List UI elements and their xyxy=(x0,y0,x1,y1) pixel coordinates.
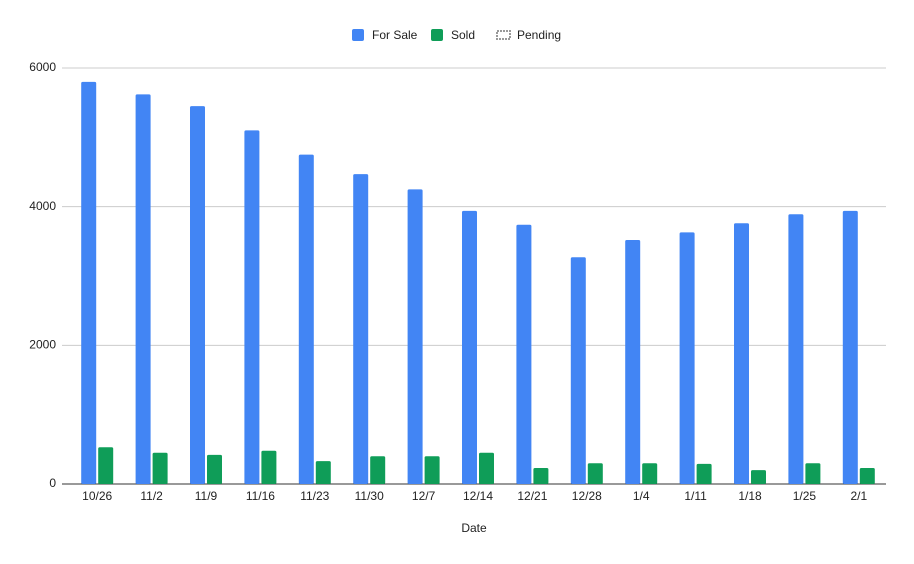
x-tick-label: 11/16 xyxy=(246,489,275,503)
bar xyxy=(587,463,603,484)
legend-swatch xyxy=(431,29,443,41)
bar xyxy=(859,468,875,484)
x-tick-label: 11/30 xyxy=(355,489,384,503)
bar xyxy=(533,468,549,484)
bar xyxy=(642,463,658,484)
bar xyxy=(625,239,641,484)
bar xyxy=(298,154,314,484)
x-tick-label: 1/4 xyxy=(633,489,650,503)
legend-label: For Sale xyxy=(372,28,418,42)
x-tick-label: 1/25 xyxy=(793,489,817,503)
bar xyxy=(407,189,423,485)
x-tick-label: 11/23 xyxy=(300,489,329,503)
x-tick-label: 12/21 xyxy=(517,489,547,503)
bar xyxy=(734,223,749,484)
legend-label: Pending xyxy=(517,28,561,42)
bar xyxy=(81,81,97,484)
legend-label: Sold xyxy=(451,28,475,42)
bar xyxy=(190,106,205,484)
x-tick-label: 12/14 xyxy=(463,489,493,503)
bar xyxy=(152,452,168,484)
bar xyxy=(751,470,766,484)
bar xyxy=(516,224,532,484)
y-tick-label: 0 xyxy=(49,476,56,490)
y-tick-label: 6000 xyxy=(29,60,56,74)
bar xyxy=(315,461,331,484)
bar xyxy=(462,210,477,484)
bar xyxy=(788,214,804,484)
x-tick-label: 12/28 xyxy=(572,489,602,503)
bar xyxy=(696,463,712,484)
x-tick-label: 11/9 xyxy=(195,489,218,503)
x-tick-label: 10/26 xyxy=(82,489,112,503)
bar xyxy=(424,456,440,484)
y-tick-label: 2000 xyxy=(29,338,56,352)
bar xyxy=(479,452,494,484)
x-tick-label: 11/2 xyxy=(140,489,163,503)
bar xyxy=(244,130,260,484)
y-tick-label: 4000 xyxy=(29,199,56,213)
x-axis-title: Date xyxy=(461,521,487,535)
bar xyxy=(570,257,586,484)
x-tick-label: 12/7 xyxy=(412,489,436,503)
bar xyxy=(842,210,858,484)
legend-swatch xyxy=(496,30,511,40)
x-tick-label: 2/1 xyxy=(850,489,867,503)
x-tick-label: 1/11 xyxy=(684,489,707,503)
bar xyxy=(805,463,821,484)
x-tick-label: 1/18 xyxy=(738,489,762,503)
bar xyxy=(207,454,222,484)
bar xyxy=(261,450,277,484)
legend-swatch xyxy=(352,29,364,41)
bar xyxy=(679,232,695,484)
bar xyxy=(135,94,151,484)
bar xyxy=(370,456,386,484)
bar xyxy=(98,447,114,484)
bar xyxy=(353,174,369,484)
